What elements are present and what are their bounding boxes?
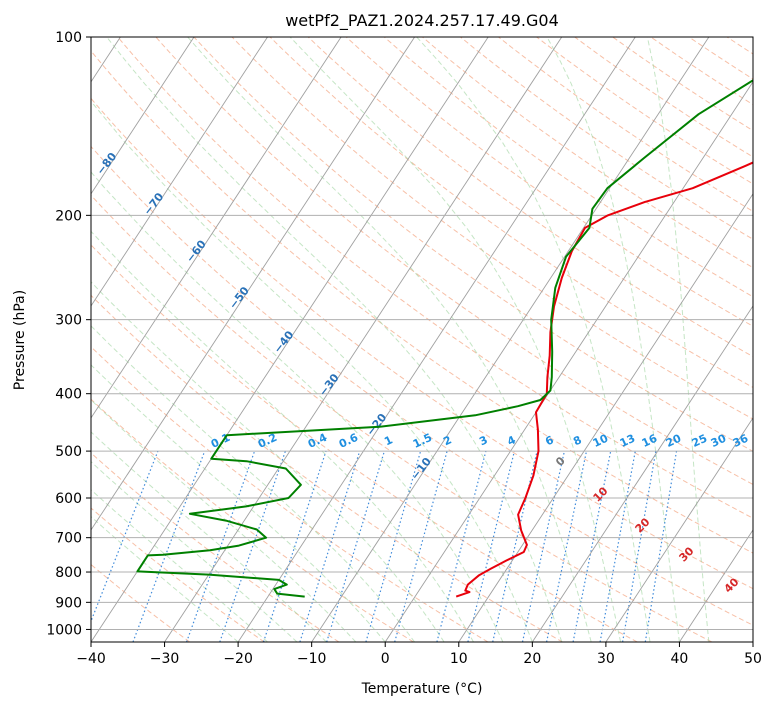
moist-adiabat-line bbox=[91, 100, 533, 642]
isotherm-line bbox=[679, 529, 753, 642]
dry-adiabat-line bbox=[91, 398, 414, 642]
mixing-ratio-line bbox=[262, 450, 327, 642]
mixing-ratio-line bbox=[572, 450, 612, 642]
mixing-ratio-label: 25 bbox=[690, 432, 709, 450]
mixing-ratio-line bbox=[521, 450, 565, 642]
y-tick-label: 400 bbox=[55, 387, 82, 403]
isotherm-line bbox=[237, 37, 636, 642]
isotherm-line bbox=[311, 37, 710, 642]
x-tick-label: −20 bbox=[223, 651, 253, 667]
y-tick-label: 500 bbox=[55, 444, 82, 460]
mixing-ratio-label: 16 bbox=[640, 432, 660, 450]
isotherm-line bbox=[91, 37, 195, 195]
mixing-ratio-line bbox=[186, 450, 256, 642]
moist-adiabat-line bbox=[91, 489, 268, 642]
isotherm-line bbox=[91, 37, 416, 531]
dry-adiabat-line bbox=[91, 50, 753, 554]
moist-adiabat-line bbox=[106, 37, 563, 642]
dry-adiabat-line bbox=[91, 294, 563, 642]
dry-adiabat-line bbox=[460, 37, 753, 240]
mixing-ratio-line bbox=[394, 450, 448, 642]
y-tick-label: 900 bbox=[55, 595, 82, 611]
mixing-ratio-line bbox=[365, 450, 422, 642]
dry-adiabat-line bbox=[383, 37, 753, 298]
moist-adiabat-line bbox=[187, 37, 592, 642]
y-tick-label: 600 bbox=[55, 491, 82, 507]
moist-adiabat-line bbox=[289, 37, 622, 642]
dry-adiabat-line bbox=[345, 37, 753, 327]
moist-adiabat-line bbox=[91, 399, 357, 642]
chart-title: wetPf2_PAZ1.2024.257.17.49.G04 bbox=[285, 11, 559, 31]
dry-adiabat-line bbox=[536, 37, 753, 185]
isotherm-line bbox=[531, 305, 753, 642]
mixing-ratio-line bbox=[326, 450, 385, 642]
moist-adiabat-line bbox=[91, 281, 445, 642]
x-tick-label: 20 bbox=[523, 651, 541, 667]
isotherm-line bbox=[91, 37, 489, 642]
mixing-ratio-label: 36 bbox=[731, 432, 751, 450]
dewpoint-profile-line bbox=[136, 79, 753, 598]
mixing-ratio-line bbox=[622, 450, 657, 642]
x-tick-label: 40 bbox=[671, 651, 689, 667]
mixing-ratio-line bbox=[467, 450, 515, 642]
x-tick-label: 30 bbox=[597, 651, 615, 667]
plot-frame bbox=[90, 36, 754, 643]
mixing-ratio-label: 13 bbox=[618, 432, 637, 450]
moist-adiabat-line bbox=[546, 37, 680, 642]
isotherm-line bbox=[91, 37, 342, 419]
x-tick-label: 10 bbox=[450, 651, 468, 667]
temperature-profile-line bbox=[455, 161, 753, 598]
moist-adiabat-line bbox=[91, 515, 239, 642]
mixing-ratio-line bbox=[436, 450, 487, 642]
x-axis-label: Temperature (°C) bbox=[361, 681, 483, 697]
background-lines bbox=[91, 37, 753, 642]
dry-adiabat-line bbox=[269, 37, 753, 389]
moist-adiabat-line bbox=[91, 431, 327, 642]
profile-lines bbox=[136, 79, 753, 598]
dry-adiabat-line bbox=[193, 37, 753, 452]
y-tick-label: 100 bbox=[55, 30, 82, 46]
moist-adiabat-line bbox=[91, 364, 386, 642]
moist-adiabat-line bbox=[91, 171, 504, 642]
x-tick-label: −30 bbox=[150, 651, 180, 667]
isotherm-line bbox=[164, 37, 563, 642]
mixing-ratio-label: 10 bbox=[591, 432, 611, 450]
dry-adiabat-line bbox=[91, 145, 753, 626]
axes: −40 −30 −20 −10 0 10 20 30 40 50 100 200 300 400 500 60… bbox=[46, 30, 762, 667]
x-tick-label: 50 bbox=[744, 651, 762, 667]
dry-adiabat-line bbox=[231, 37, 753, 420]
moist-adiabat-line bbox=[416, 37, 651, 642]
dry-adiabat-line bbox=[91, 346, 489, 642]
dry-adiabat-line bbox=[91, 97, 753, 590]
y-tick-label: 200 bbox=[55, 208, 82, 224]
x-tick-label: −40 bbox=[76, 651, 106, 667]
y-tick-label: 300 bbox=[55, 313, 82, 329]
moist-adiabat-line bbox=[91, 325, 416, 642]
mixing-ratio-line bbox=[492, 450, 538, 642]
x-tick-label: 0 bbox=[381, 651, 390, 667]
mixing-ratio-label: 30 bbox=[709, 432, 729, 450]
moist-adiabat-line bbox=[91, 230, 474, 642]
mixing-ratio-line bbox=[599, 450, 636, 642]
y-tick-label: 1000 bbox=[46, 622, 82, 638]
moist-adiabat-line bbox=[91, 461, 298, 642]
mixing-ratio-line bbox=[219, 450, 286, 642]
isotherm-line bbox=[91, 37, 268, 307]
mixing-ratio-line bbox=[299, 450, 361, 642]
mixing-ratio-line bbox=[644, 451, 678, 642]
isotherm-line bbox=[384, 80, 753, 642]
dry-adiabat-line bbox=[91, 244, 638, 642]
y-tick-label: 800 bbox=[55, 565, 82, 581]
x-tick-label: −10 bbox=[297, 651, 327, 667]
mixing-ratio-label: 20 bbox=[664, 432, 684, 450]
y-tick-label: 700 bbox=[55, 531, 82, 547]
dry-adiabat-line bbox=[574, 37, 753, 158]
isotherm-line bbox=[605, 417, 753, 642]
moist-adiabat-line bbox=[646, 37, 710, 642]
y-axis-label: Pressure (hPa) bbox=[12, 290, 28, 390]
